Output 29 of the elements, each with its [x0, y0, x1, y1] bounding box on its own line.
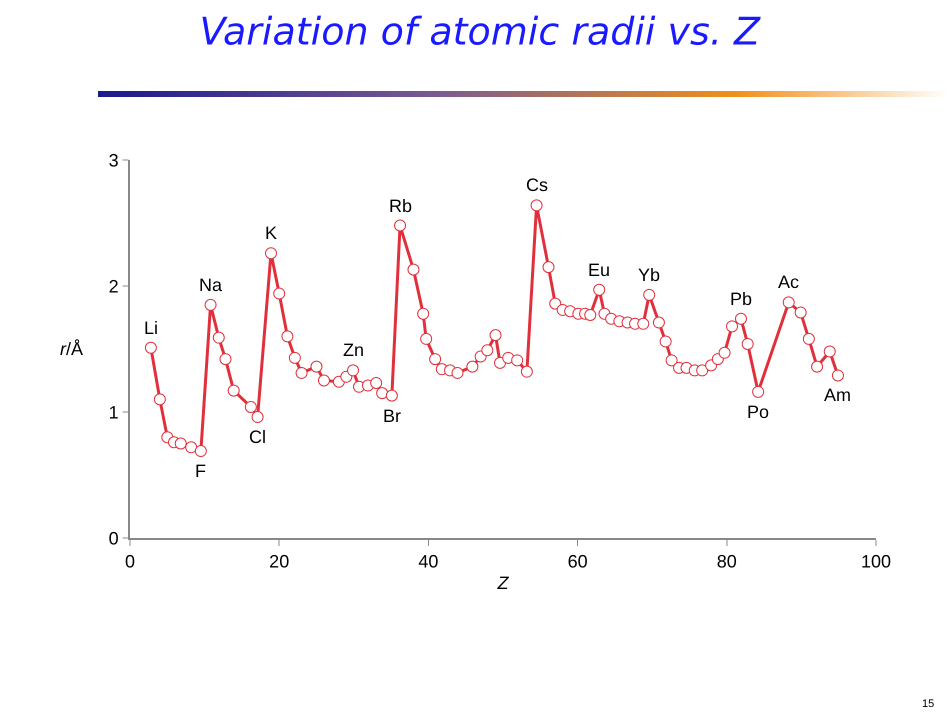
y-tick-label: 2 — [108, 276, 119, 296]
chart-title: Variation of atomic radii vs. Z — [199, 10, 762, 54]
annotation: F — [195, 461, 206, 481]
annotation: Pb — [730, 289, 752, 309]
x-tick-label: 60 — [568, 551, 588, 572]
x-tick-label: 40 — [418, 551, 438, 572]
x-tick-label: 80 — [716, 551, 737, 572]
text: 15 — [922, 698, 934, 710]
annotation: K — [265, 223, 278, 243]
annotation: Cl — [249, 427, 266, 447]
annotation: Rb — [389, 196, 412, 216]
annotation: Yb — [638, 265, 660, 285]
annotation: Zn — [343, 340, 364, 360]
y-tick-label: 3 — [108, 150, 119, 170]
x-axis-title: Z — [496, 572, 510, 593]
y-axis-title: r/Å — [60, 339, 84, 359]
x-tick-label: 20 — [269, 551, 290, 572]
annotation: Po — [747, 402, 770, 422]
annotation: Li — [144, 318, 158, 338]
annotation: Am — [824, 385, 851, 405]
annotation: Eu — [588, 260, 610, 280]
y-tick-label: 0 — [108, 528, 119, 548]
y-tick-label: 1 — [108, 402, 119, 422]
annotation: Na — [199, 275, 223, 295]
annotation: Cs — [526, 175, 548, 195]
x-tick-label: 100 — [860, 551, 892, 572]
x-tick-label: 0 — [124, 551, 136, 572]
annotation: Ac — [778, 272, 800, 292]
annotation: Br — [383, 406, 402, 426]
